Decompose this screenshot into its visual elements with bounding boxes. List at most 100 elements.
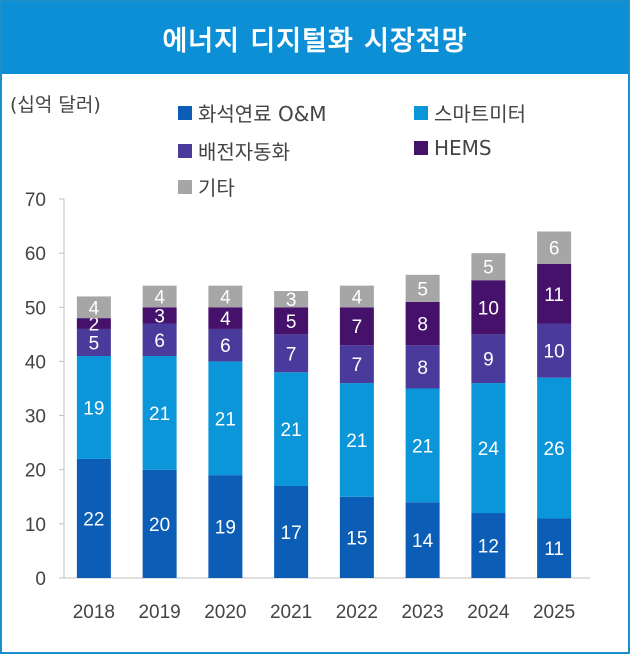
bar-segment (405, 274, 440, 302)
data-label: 8 (417, 358, 428, 379)
data-label: 4 (220, 287, 231, 308)
data-label: 21 (215, 409, 236, 430)
data-label: 5 (89, 333, 100, 354)
bar-segment (274, 307, 309, 335)
data-label: 4 (89, 298, 100, 319)
legend-swatch (178, 143, 192, 158)
bar-segment (76, 356, 111, 459)
x-tick-label: 2023 (401, 602, 443, 623)
legend-item: 기타 (178, 172, 235, 201)
data-label: 4 (154, 287, 165, 308)
bar-segment (274, 372, 309, 486)
x-tick-label: 2025 (533, 602, 575, 623)
bar-segment (339, 307, 374, 346)
bar-segment (471, 513, 506, 578)
x-tick-label: 2022 (336, 602, 378, 623)
legend-swatch (414, 105, 428, 120)
bar-segment (76, 318, 111, 329)
bar-segment (208, 285, 243, 308)
data-label: 15 (346, 528, 367, 549)
bar-segment (405, 502, 440, 578)
data-label: 6 (220, 336, 231, 357)
data-label: 5 (286, 312, 297, 333)
x-tick-label: 2018 (73, 602, 115, 623)
bar-segment (142, 469, 177, 578)
data-label: 26 (544, 439, 565, 460)
bar-segment (339, 496, 374, 578)
legend-label: 배전자동화 (198, 140, 290, 164)
y-tick-label: 20 (25, 461, 46, 482)
data-label: 11 (544, 539, 564, 560)
bar-segment (208, 475, 243, 578)
bar-segment (274, 334, 309, 373)
bar-segment (142, 307, 177, 324)
y-tick-label: 50 (25, 298, 46, 319)
bar-segment (339, 383, 374, 497)
x-tick-label: 2020 (204, 602, 246, 623)
data-label: 3 (286, 290, 297, 311)
data-label: 4 (352, 287, 363, 308)
bar-segment (208, 307, 243, 329)
bar-segment (537, 377, 572, 519)
data-label: 21 (412, 436, 433, 457)
y-tick-label: 0 (35, 569, 46, 590)
bar-segment (339, 285, 374, 308)
data-label: 11 (544, 285, 564, 306)
bar-segment (76, 296, 111, 319)
y-tick-label: 10 (25, 515, 46, 536)
bar-segment (537, 323, 572, 378)
bar-segment (142, 356, 177, 470)
data-label: 20 (149, 515, 170, 536)
bar-segment (471, 253, 506, 281)
y-tick-label: 40 (25, 352, 46, 373)
data-label: 14 (412, 531, 434, 552)
data-label: 19 (215, 518, 236, 539)
bar-segment (208, 361, 243, 476)
bar-segment (471, 383, 506, 514)
data-label: 7 (352, 317, 363, 338)
data-label: 8 (417, 315, 428, 336)
bar-segment (76, 458, 111, 578)
data-label: 10 (544, 342, 565, 363)
y-axis-unit: (십억 달러) (10, 94, 101, 116)
bar-segment (537, 231, 572, 264)
legend-label: 스마트미터 (434, 102, 526, 126)
bar-segment (76, 328, 111, 357)
legend-item: HEMS (414, 136, 492, 160)
y-tick-label: 60 (25, 244, 46, 265)
data-label: 17 (281, 523, 302, 544)
data-label: 22 (83, 509, 104, 530)
bar-segment (471, 334, 506, 384)
bar-segment (471, 280, 506, 335)
bar-segment (405, 388, 440, 503)
x-tick-label: 2019 (138, 602, 180, 623)
bar-segment (142, 323, 177, 357)
data-label: 6 (154, 331, 165, 352)
y-tick-label: 30 (25, 407, 46, 428)
bar-segment (537, 518, 572, 578)
data-label: 5 (483, 258, 494, 279)
data-label: 24 (478, 439, 500, 460)
bar-segment (405, 345, 440, 389)
bar-segment (339, 345, 374, 384)
data-label: 7 (286, 344, 297, 365)
data-label: 10 (478, 298, 499, 319)
bar-segment (405, 301, 440, 346)
data-label: 4 (220, 309, 231, 330)
legend-label: HEMS (434, 136, 492, 160)
bar-segment (274, 291, 309, 308)
data-label: 21 (281, 420, 302, 441)
legend-swatch (414, 141, 428, 155)
bar-segment (142, 285, 177, 308)
x-tick-label: 2024 (467, 602, 510, 623)
data-label: 19 (83, 398, 104, 419)
data-label: 2 (89, 315, 100, 336)
legend-swatch (178, 105, 192, 120)
data-label: 6 (549, 239, 560, 260)
data-label: 5 (417, 279, 428, 300)
data-label: 9 (483, 350, 494, 371)
legend-item: 스마트미터 (414, 98, 526, 127)
bar-segment (274, 485, 309, 578)
